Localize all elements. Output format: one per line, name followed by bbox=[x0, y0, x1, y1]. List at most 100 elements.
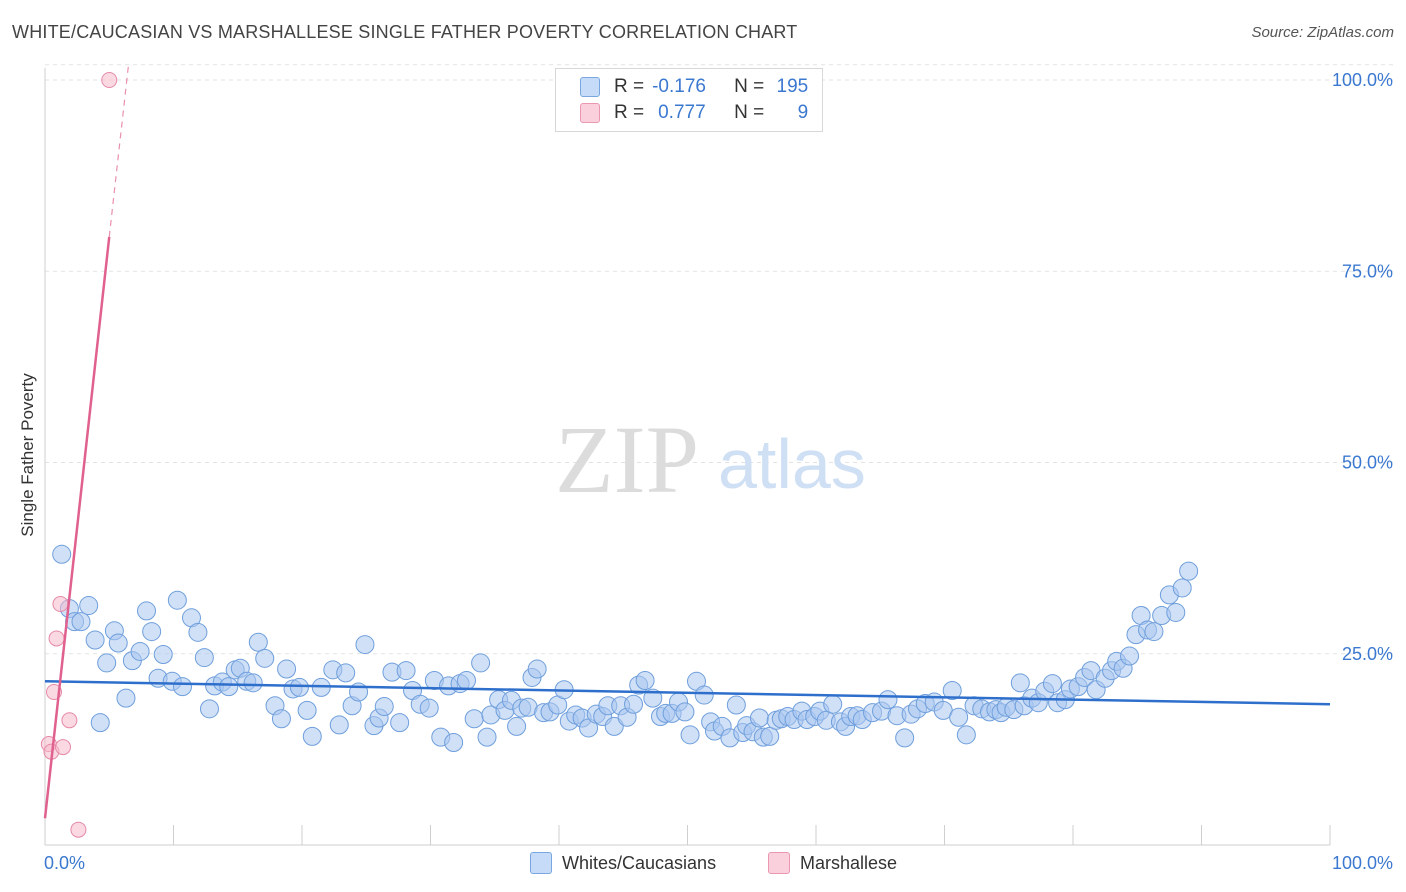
data-point-whites bbox=[635, 671, 655, 691]
trend-line-marshallese bbox=[43, 236, 111, 819]
data-point-whites bbox=[390, 713, 410, 733]
data-point-whites bbox=[949, 707, 969, 727]
data-point-whites bbox=[248, 632, 268, 652]
y-tick-label: 100.0% bbox=[1332, 70, 1393, 90]
data-point-whites bbox=[130, 641, 150, 661]
y-tick-label: 25.0% bbox=[1342, 644, 1393, 664]
data-point-whites bbox=[289, 677, 309, 697]
data-point-whites bbox=[477, 727, 497, 747]
axes bbox=[44, 68, 1331, 846]
legend-item-whites[interactable]: Whites/Caucasians bbox=[530, 852, 716, 874]
data-point-marshallese bbox=[48, 630, 65, 647]
x-tick-label: 0.0% bbox=[44, 853, 85, 873]
data-point-whites bbox=[956, 725, 976, 745]
legend-label: Marshallese bbox=[800, 852, 898, 873]
data-point-whites bbox=[1144, 622, 1164, 642]
data-point-whites bbox=[895, 728, 915, 748]
data-point-whites bbox=[456, 671, 476, 691]
data-point-whites bbox=[108, 633, 128, 653]
data-point-whites bbox=[188, 622, 208, 642]
watermark-atlas: atlas bbox=[718, 425, 866, 503]
stats-swatch-marshallese bbox=[580, 103, 600, 123]
n-value: 195 bbox=[776, 76, 809, 97]
data-point-whites bbox=[302, 726, 322, 746]
data-point-whites bbox=[643, 688, 663, 708]
data-point-whites bbox=[167, 590, 187, 610]
data-point-whites bbox=[675, 702, 695, 722]
data-point-whites bbox=[942, 680, 962, 700]
data-point-whites bbox=[153, 645, 173, 665]
data-point-whites bbox=[1042, 674, 1062, 694]
stats-swatch-whites bbox=[580, 77, 600, 97]
data-point-whites bbox=[255, 648, 275, 668]
data-point-marshallese bbox=[61, 712, 78, 729]
data-point-whites bbox=[277, 659, 297, 679]
data-point-whites bbox=[624, 694, 644, 714]
data-point-whites bbox=[1179, 561, 1199, 581]
data-point-marshallese bbox=[101, 72, 118, 88]
data-point-whites bbox=[527, 659, 547, 679]
data-point-whites bbox=[726, 695, 746, 715]
legend-label: Whites/Caucasians bbox=[562, 852, 717, 873]
data-point-whites bbox=[71, 612, 91, 632]
data-point-whites bbox=[329, 715, 349, 735]
chart-title: WHITE/CAUCASIAN VS MARSHALLESE SINGLE FA… bbox=[12, 22, 798, 42]
data-point-whites bbox=[396, 661, 416, 681]
data-point-whites bbox=[355, 635, 375, 655]
stats-box: R = -0.176 N = 195 R = 0.777 N = 9 bbox=[555, 68, 823, 132]
data-point-whites bbox=[194, 648, 214, 668]
stats-row-whites: R = -0.176 N = 195 bbox=[580, 75, 808, 99]
trend-lines bbox=[43, 64, 1331, 819]
data-point-whites bbox=[137, 601, 157, 621]
trend-line-marshallese-extension bbox=[108, 64, 130, 237]
legend-swatch-marshallese bbox=[768, 852, 790, 874]
trend-line-whites bbox=[44, 680, 1331, 706]
legend-swatch-whites bbox=[530, 852, 552, 874]
data-point-whites bbox=[444, 732, 464, 752]
y-tick-label: 50.0% bbox=[1342, 453, 1393, 473]
data-point-whites bbox=[760, 726, 780, 746]
data-point-whites bbox=[694, 685, 714, 705]
data-point-whites bbox=[336, 663, 356, 683]
data-point-whites bbox=[219, 677, 239, 697]
data-point-whites bbox=[680, 725, 700, 745]
n-value: 9 bbox=[797, 102, 809, 123]
source-credit: Source: ZipAtlas.com bbox=[1251, 24, 1394, 41]
r-label: R = bbox=[614, 102, 645, 123]
data-point-whites bbox=[142, 622, 162, 642]
watermark-zip: ZIP bbox=[555, 406, 699, 513]
n-label: N = bbox=[734, 76, 765, 97]
data-point-whites bbox=[116, 688, 136, 708]
data-point-whites bbox=[419, 698, 439, 718]
legend-item-marshallese[interactable]: Marshallese bbox=[768, 852, 897, 874]
data-point-whites bbox=[172, 677, 192, 697]
data-point-marshallese bbox=[52, 596, 69, 613]
data-point-whites bbox=[297, 700, 317, 720]
r-value: 0.777 bbox=[658, 102, 706, 123]
data-point-whites bbox=[749, 708, 769, 728]
data-point-whites bbox=[507, 716, 527, 736]
stats-row-marshallese: R = 0.777 N = 9 bbox=[580, 101, 808, 125]
data-point-whites bbox=[90, 713, 110, 733]
data-point-whites bbox=[471, 653, 491, 673]
data-point-whites bbox=[604, 716, 624, 736]
y-tick-label: 75.0% bbox=[1342, 261, 1393, 281]
data-point-whites bbox=[271, 709, 291, 729]
n-label: N = bbox=[734, 102, 765, 123]
data-point-whites bbox=[374, 697, 394, 717]
data-point-whites bbox=[199, 699, 219, 719]
data-point-marshallese bbox=[70, 821, 87, 838]
y-axis-label: Single Father Poverty bbox=[18, 373, 37, 537]
data-point-whites bbox=[97, 653, 117, 673]
data-point-whites bbox=[85, 630, 105, 650]
data-point-whites bbox=[1166, 602, 1186, 622]
data-point-whites bbox=[1172, 578, 1192, 598]
data-point-whites bbox=[1120, 646, 1140, 666]
data-point-whites bbox=[464, 709, 484, 729]
data-point-whites bbox=[52, 544, 72, 564]
data-point-whites bbox=[79, 596, 99, 616]
data-point-whites bbox=[1010, 673, 1030, 693]
data-point-whites bbox=[878, 690, 898, 710]
data-point-whites bbox=[823, 694, 843, 714]
